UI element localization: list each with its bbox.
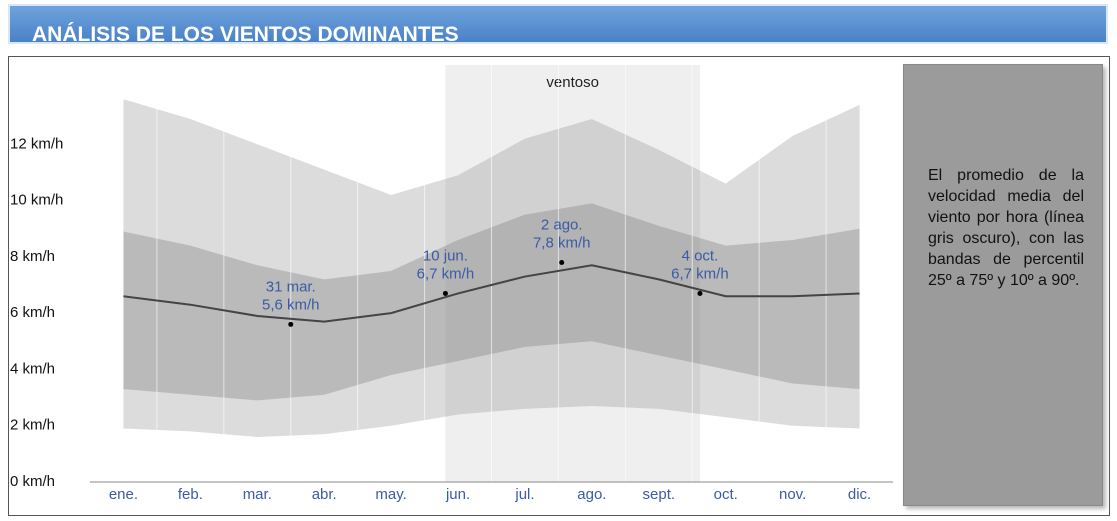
x-tick-label: oct. (714, 486, 738, 503)
y-tick-label: 12 km/h (10, 135, 63, 152)
y-tick-label: 2 km/h (10, 417, 55, 434)
annotation-dot (442, 290, 448, 296)
chart-frame (8, 56, 1110, 516)
annotation-date: 2 ago. (541, 216, 583, 233)
annotation-value: 5,6 km/h (262, 296, 320, 313)
y-tick-label: 6 km/h (10, 304, 55, 321)
x-tick-label: feb. (178, 486, 203, 503)
annotation-dot (559, 259, 565, 265)
x-tick-label: jun. (445, 486, 470, 503)
y-tick-label: 10 km/h (10, 192, 63, 209)
side-note: El promedio de la velocidad media del vi… (928, 167, 1084, 289)
x-tick-label: may. (375, 486, 406, 503)
x-tick-label: dic. (848, 486, 871, 503)
annotation-date: 4 oct. (682, 247, 719, 264)
annotation-value: 6,7 km/h (417, 265, 475, 282)
x-tick-label: sept. (643, 486, 676, 503)
side-panel: El promedio de la velocidad media del vi… (903, 64, 1103, 506)
x-tick-label: mar. (243, 486, 272, 503)
x-tick-label: ene. (109, 486, 138, 503)
header-title: ANÁLISIS DE LOS VIENTOS DOMINANTES (8, 4, 1108, 44)
region-label: ventoso (546, 74, 599, 91)
x-tick-label: jul. (514, 486, 534, 503)
annotation-value: 7,8 km/h (533, 234, 591, 251)
windy-region (445, 65, 700, 482)
annotation-date: 10 jun. (423, 247, 468, 264)
mean-line (123, 264, 860, 323)
x-tick-label: abr. (312, 486, 337, 503)
annotation-value: 6,7 km/h (671, 265, 729, 282)
y-tick-label: 8 km/h (10, 248, 55, 265)
x-tick-label: ago. (577, 486, 606, 503)
annotation-date: 31 mar. (266, 278, 316, 295)
x-tick-label: nov. (779, 486, 806, 503)
annotation-dot (288, 321, 294, 327)
y-tick-label: 0 km/h (10, 473, 55, 490)
annotation-dot (697, 290, 703, 296)
y-tick-label: 4 km/h (10, 360, 55, 377)
